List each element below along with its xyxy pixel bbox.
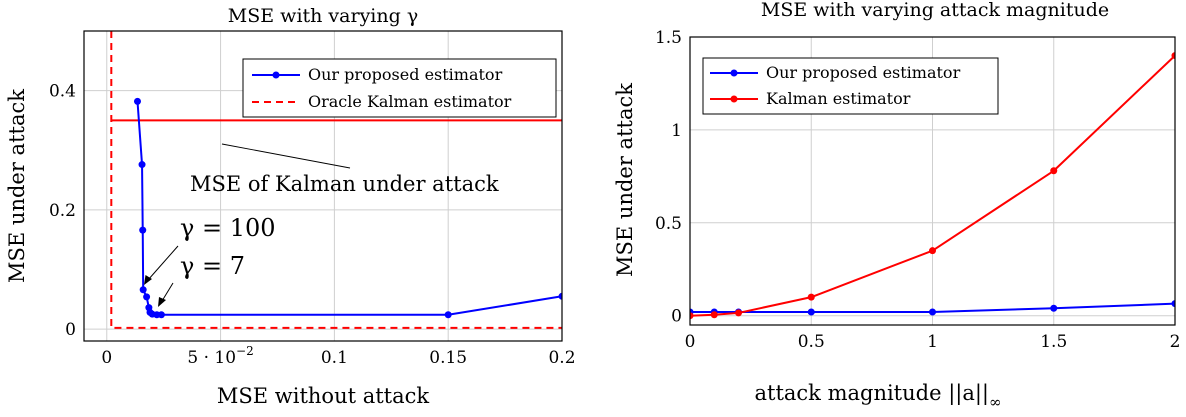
series-1-point — [690, 312, 694, 320]
series-0-point — [558, 292, 562, 300]
x-tick-label: 0 — [101, 348, 112, 368]
series-1-point — [1050, 167, 1058, 175]
series-0-point — [139, 286, 147, 294]
right-legend-blue-marker — [730, 69, 738, 77]
x-tick-label: 1 — [927, 332, 938, 352]
right-legend: Our proposed estimator Kalman estimator — [702, 57, 999, 115]
left-legend-label-oracle: Oracle Kalman estimator — [308, 92, 512, 111]
right-legend-box — [702, 57, 999, 115]
gamma-100-label: γ = 100 — [180, 214, 276, 242]
right-plot-area — [690, 52, 1175, 320]
series-1-point — [1171, 52, 1175, 60]
gamma-7-arrow — [161, 282, 174, 302]
y-tick-label: 1 — [671, 121, 682, 141]
legend-blue-marker — [272, 71, 280, 79]
right-legend-label-proposed: Our proposed estimator — [766, 63, 961, 82]
series-0-point — [138, 161, 146, 169]
series-0-point — [143, 293, 151, 301]
series-0-point — [1050, 304, 1058, 312]
right-x-axis-label-main: attack magnitude ||a|| — [754, 381, 989, 406]
y-tick-label: 0.2 — [49, 201, 76, 221]
y-tick-label: 0 — [671, 307, 682, 327]
plot-clip-group — [690, 52, 1175, 320]
gamma-7-label: γ = 7 — [180, 252, 245, 280]
right-chart-title: MSE with varying attack magnitude — [761, 0, 1109, 21]
series-0-point — [807, 308, 815, 316]
series-0-point — [929, 308, 936, 316]
left-x-axis-label: MSE without attack — [217, 384, 430, 408]
kalman-annotation-leader — [221, 143, 351, 169]
left-legend-box — [242, 58, 557, 118]
gamma-100-arrow — [147, 245, 179, 281]
right-x-axis-label: attack magnitude ||a||∞ — [754, 381, 1001, 411]
gamma-100-arrowhead — [144, 275, 152, 285]
series-0-point — [139, 226, 147, 234]
gamma-7-arrowhead — [158, 297, 166, 307]
left-legend-label-proposed: Our proposed estimator — [308, 65, 503, 84]
y-tick-label: 0.5 — [655, 214, 682, 234]
left-tick-labels: 0 5 · 10−2 0.1 0.15 0.2 0 0.2 0.4 — [49, 82, 576, 368]
right-tick-labels: 0 0.5 1 1.5 2 0 0.5 1 1.5 — [655, 28, 1180, 352]
series-line-0 — [136, 101, 562, 316]
x-tick-label: 0.5 — [798, 332, 825, 352]
left-legend: Our proposed estimator Oracle Kalman est… — [242, 58, 557, 118]
x-tick-exponent: −2 — [236, 344, 254, 358]
kalman-annotation-label: MSE of Kalman under attack — [190, 172, 499, 196]
series-1-point — [929, 247, 936, 255]
series-1-point — [807, 293, 815, 301]
x-tick-label: 0 — [685, 332, 696, 352]
left-chart-title: MSE with varying γ — [228, 5, 418, 27]
series-0-point — [157, 311, 165, 319]
series-0-point — [133, 97, 141, 105]
left-plot-frame — [83, 30, 563, 342]
series-0-point — [444, 311, 452, 319]
right-legend-label-kalman: Kalman estimator — [766, 89, 911, 108]
y-tick-label: 0 — [65, 320, 76, 340]
right-x-axis-label-sub: ∞ — [989, 393, 1002, 411]
left-y-axis-label: MSE under attack — [5, 89, 29, 283]
y-tick-label: 1.5 — [655, 28, 682, 48]
right-chart: MSE with varying attack magnitude 0 0.5 1 1… — [613, 0, 1180, 411]
y-tick-label: 0.4 — [49, 82, 76, 102]
right-y-axis-label: MSE under attack — [613, 83, 637, 277]
series-1-point — [710, 311, 718, 319]
series-line-1 — [110, 31, 562, 329]
x-tick-label: 0.2 — [548, 348, 575, 368]
series-1-point — [735, 309, 742, 317]
left-plot-area — [110, 31, 562, 329]
x-tick-label: 1.5 — [1040, 332, 1067, 352]
plot-clip-group — [110, 31, 562, 329]
x-tick-label: 0.15 — [429, 348, 467, 368]
series-0-point — [1171, 300, 1175, 308]
right-legend-red-marker — [730, 95, 738, 103]
right-plot-frame — [689, 36, 1176, 326]
x-tick-label: 2 — [1170, 332, 1181, 352]
x-tick-label: 5 · 10−2 — [187, 344, 253, 368]
x-tick-label: 0.1 — [321, 348, 348, 368]
